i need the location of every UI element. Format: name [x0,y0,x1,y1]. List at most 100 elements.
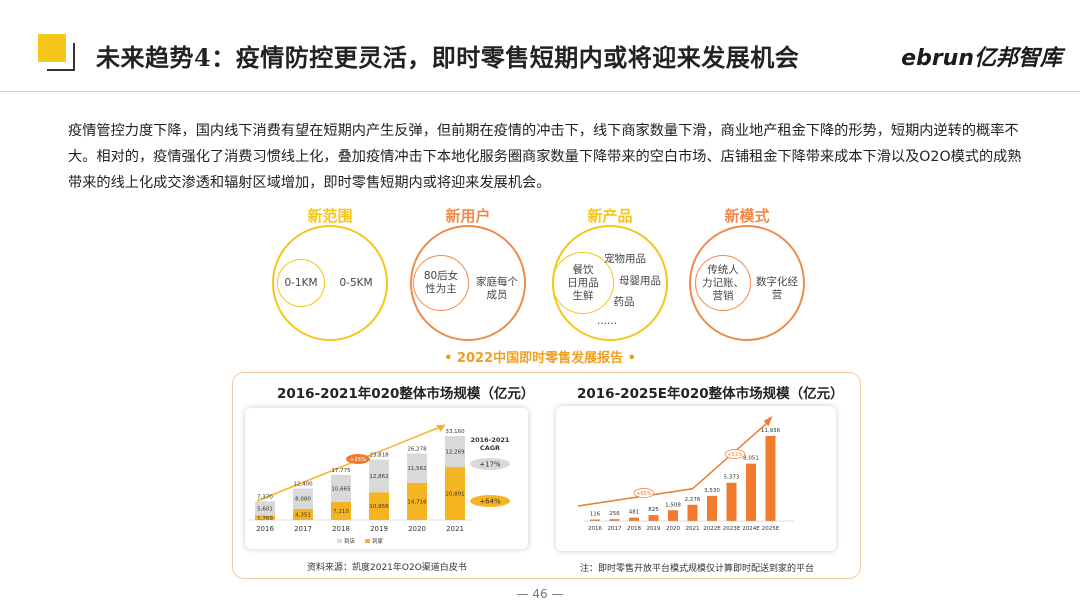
tick-2018: 2018 [627,526,641,532]
label-daojia-2020: 14,716 [407,499,427,505]
label-total-2019: 23,818 [369,453,389,459]
label-total-2020: 26,278 [407,446,427,452]
bar-2022E [707,495,717,521]
outer-circle-label-2-1: 母婴用品 [619,274,661,287]
value-label-2018: 481 [629,510,640,516]
label-daodian-2016: 5,601 [257,506,273,512]
inner-circle-1: 80后女 性为主 [413,255,469,311]
legend-label-daodian: 到店 [344,537,356,545]
tick-2017: 2017 [608,526,622,532]
bar-2019 [648,515,659,521]
bar-2023E [726,482,737,521]
value-label-2024E: 8,051 [743,456,759,462]
badge-64-text: +64% [479,498,501,506]
page-number: — 46 — [516,587,564,601]
label-daojia-2016: 1,769 [257,516,273,522]
bar-2020 [668,510,678,521]
badge-51 [724,449,746,459]
tick-2021: 2021 [446,525,464,533]
bar-2024E [746,463,756,521]
label-daodian-2018: 10,665 [331,486,351,492]
label-daojia-2017: 4,351 [295,512,311,518]
badge-65-text: +65% [636,491,652,497]
badge-64 [470,495,510,507]
header-divider [0,91,1080,92]
chart2-note: 注：即时零售开放平台模式规模仅计算即时配送到家的平台 [580,564,815,574]
circle-title-2: 新产品 [587,207,633,225]
tick-2020: 2020 [666,526,680,532]
bar-daojia-2018 [331,501,351,520]
label-total-2018: 17,775 [331,468,351,474]
chart2-title: 2016-2025E年020整体市场规模（亿元） [577,386,844,402]
inner-circle-label-1: 80后女 性为主 [423,270,459,295]
cagr-label-line2: CAGR [480,444,500,452]
outer-circle-label-1-0: 家庭每个 成员 [476,276,518,301]
outer-circle-label-2-2: 药品 [613,295,635,308]
tick-2020: 2020 [408,525,426,533]
value-label-2025E: 11,936 [761,428,781,434]
badge-35-text: +35% [350,457,367,463]
circle-title-1: 新用户 [445,207,491,225]
outer-circle-label-2-0: 宠物用品 [604,252,646,265]
legend-swatch-daodian [337,539,342,543]
trend-arrow-head [763,416,773,426]
chart2-svg: 116 2016 256 2017 481 2018 825 2019 1,508 2020 2,2… [577,416,794,532]
tick-2023E: 2023E [723,526,741,532]
bar-daodian-2019 [369,459,389,493]
bar-daojia-2017 [293,508,313,520]
tick-2022E: 2022E [703,526,721,532]
outer-circle-1 [410,225,526,341]
chart1-title: 2016-2021年020整体市场规模（亿元） [277,386,535,402]
label-daodian-2021: 12,269 [445,450,465,456]
bar-daojia-2021 [445,467,465,520]
bar-daojia-2016 [255,515,275,520]
label-total-2017: 12,400 [293,482,313,488]
badge-35 [346,454,370,464]
chart1-svg: 1,769 5,601 7,370 2016 4,351 8,080 12,400 2017 7… [249,424,510,545]
inner-circle-label-2: 餐饮 日用品 生鲜 [567,263,599,302]
bar-2021 [687,504,698,521]
bar-daodian-2021 [445,436,465,468]
inner-circle-label-0: 0-1KM [284,276,318,289]
outer-circle-label-0-0: 0-5KM [339,276,373,289]
bar-daojia-2019 [369,492,389,520]
intro-paragraph: 疫情管控力度下降，国内线下消费有望在短期内产生反弹，但前期在疫情的冲击下，线下商… [68,123,1022,191]
bar-2018 [629,517,639,521]
cagr-label-line1: 2016-2021 [471,436,510,444]
value-label-2022E: 3,530 [704,488,720,494]
tick-2024E: 2024E [742,526,760,532]
inner-circle-3: 传统人 力记账、 营销 [695,255,751,311]
badge-17-text: +17% [479,461,501,469]
title-decoration-frame [47,43,75,71]
tick-2019: 2019 [647,526,661,532]
badge-17 [470,458,510,470]
inner-circle-0: 0-1KM [277,259,325,307]
label-daojia-2019: 10,956 [369,504,389,510]
bar-2025E [765,436,776,521]
legend-label-daojia: 到家 [372,537,384,545]
label-daodian-2020: 11,562 [407,466,426,472]
tick-2016: 2016 [256,525,274,533]
value-label-2019: 825 [648,507,659,513]
tick-2025E: 2025E [762,526,780,532]
chart1-card: 1,769 5,601 7,370 2016 4,351 8,080 12,400 2017 7… [245,408,528,549]
value-label-2023E: 5,373 [724,475,740,481]
outer-circle-label-3-0: 数字化经 营 [756,276,798,301]
chart2-card: 116 2016 256 2017 481 2018 825 2019 1,508 2020 2,2… [556,406,836,551]
trend-line [577,419,771,507]
label-daodian-2017: 8,080 [295,497,311,503]
circle-title-0: 新范围 [307,207,353,225]
bar-2017 [609,519,620,521]
report-title: • 2022中国即时零售发展报告 • [444,351,636,366]
label-daojia-2021: 20,891 [445,492,464,498]
ebrun-logo: ebrun亿邦智库 [901,46,1062,71]
badge-51-text: +51% [727,452,743,458]
chart1-source: 资料来源：凯度2021年O2O渠道白皮书 [307,563,467,573]
tick-2016: 2016 [588,526,602,532]
page-title: 未来趋势4：疫情防控更灵活，即时零售短期内或将迎来发展机会 [96,43,800,72]
trend-arrow-head [436,425,445,432]
tick-2018: 2018 [332,525,350,533]
value-label-2021: 2,276 [685,497,701,503]
label-daodian-2019: 12,862 [369,474,388,480]
